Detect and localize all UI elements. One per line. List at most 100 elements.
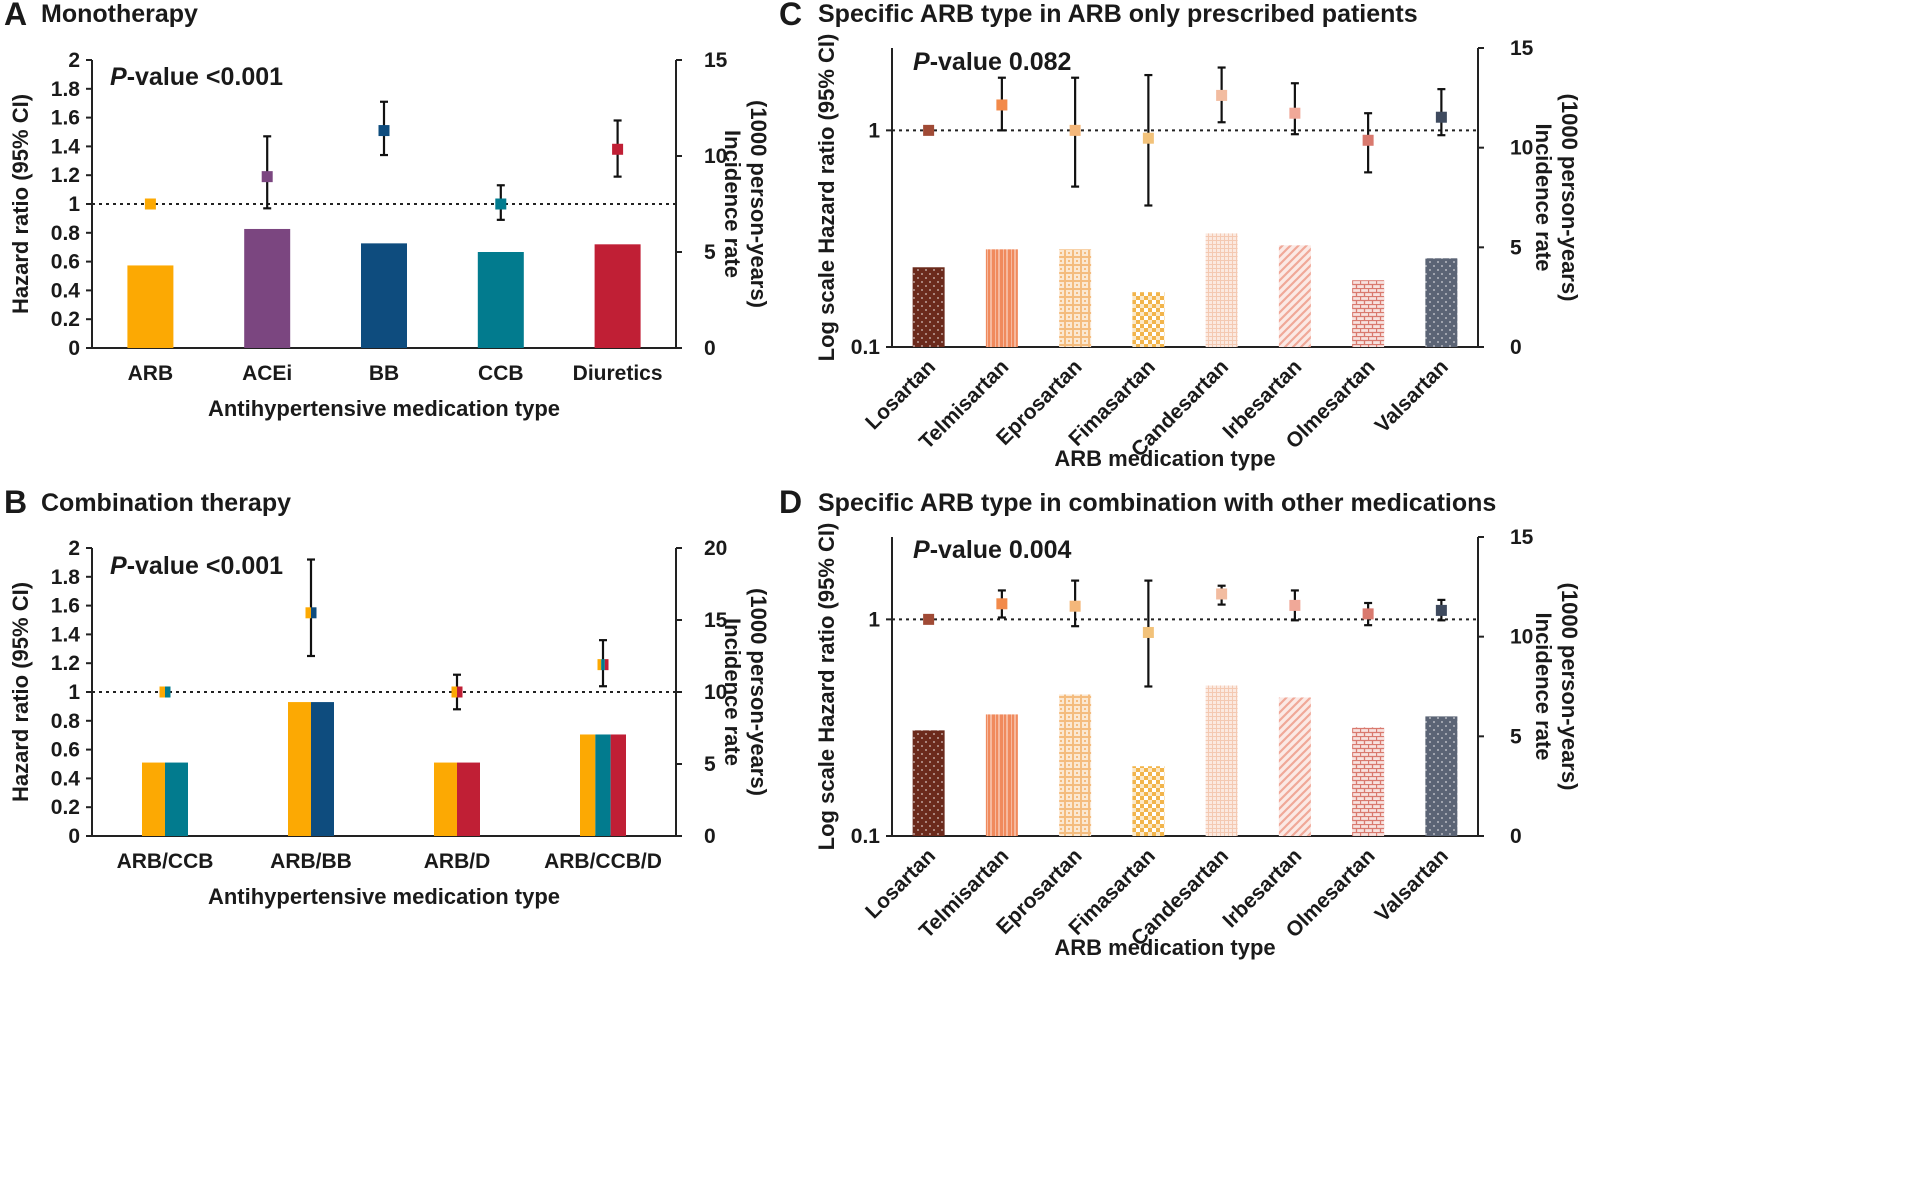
y-tick-label: 0.8 [51,710,81,733]
hazard-ratio-point [305,607,311,619]
y2-tick-label: 15 [704,49,728,72]
incidence-bar [1352,727,1385,836]
panel-letter: A [4,0,27,32]
y2-tick-label: 20 [704,537,727,560]
x-axis-title: ARB medication type [1054,446,1275,471]
p-value-label: P-value 0.082 [913,48,1071,76]
y-tick-label: 1.8 [51,566,81,589]
y-tick-label: 0.2 [51,796,80,819]
incidence-bar [1278,245,1311,347]
y-tick-label: 1 [68,193,80,216]
hazard-ratio-point [1142,626,1154,638]
y2-axis-title-line1: Incidence rate [1531,124,1556,272]
x-tick-label: BB [369,362,399,385]
incidence-bar [1205,685,1238,836]
hazard-ratio-point [612,143,624,155]
y-tick-label: 0.1 [851,825,881,848]
y2-tick-label: 10 [1510,626,1533,649]
y-tick-label: 1 [68,681,80,704]
y2-tick-label: 15 [1510,37,1534,60]
y2-axis-title-line1: Incidence rate [1531,613,1556,761]
panel-title: Monotherapy [41,0,198,28]
y-tick-label: 0.1 [851,336,881,359]
panel-letter: C [779,0,802,32]
hazard-ratio-point [261,171,273,183]
y-tick-label: 1.8 [51,78,81,101]
hazard-ratio-point [996,99,1008,111]
incidence-bar [912,267,945,347]
incidence-bar [361,243,407,348]
y2-tick-label: 15 [1510,526,1534,549]
incidence-bar [1205,233,1238,347]
y2-tick-label: 15 [704,609,728,632]
hazard-ratio-point [1216,588,1228,600]
y-axis-title: Hazard ratio (95% CI) [8,582,33,802]
incidence-bar [1425,716,1458,836]
x-tick-label: Diuretics [573,362,663,385]
y-tick-label: 1 [868,119,880,142]
y2-axis-title-line2: (1000 person-years) [1557,94,1582,302]
hazard-ratio-point [923,124,935,136]
y2-tick-label: 10 [704,145,727,168]
y-axis-title: Log scale Hazard ratio (95% CI) [814,34,839,362]
y-tick-label: 0.6 [51,739,80,762]
x-tick-label: ARB/CCB/D [544,850,662,873]
x-tick-label: Valsartan [1371,355,1453,437]
y-tick-label: 1.2 [51,652,80,675]
incidence-bar [580,734,596,836]
hazard-ratio-point [451,686,457,698]
hazard-ratio-point [597,659,602,671]
y-tick-label: 1.4 [51,135,81,158]
hazard-ratio-point [457,686,463,698]
y2-tick-label: 0 [1510,825,1522,848]
y2-tick-label: 0 [704,337,716,360]
hazard-ratio-point [1069,600,1081,612]
incidence-bar [1425,258,1458,347]
hazard-ratio-point [495,198,507,210]
incidence-bar [1132,292,1165,347]
incidence-bar [1278,697,1311,836]
x-tick-label: Losartan [861,355,940,434]
incidence-bar [457,762,480,836]
y2-tick-label: 5 [1510,725,1522,748]
y-tick-label: 1.6 [51,595,80,618]
hazard-ratio-point [1362,608,1374,620]
y-tick-label: 0 [68,825,80,848]
x-tick-label: Valsartan [1371,844,1453,926]
y2-tick-label: 5 [704,241,716,264]
incidence-bar [1059,249,1092,347]
y-axis-title: Hazard ratio (95% CI) [8,94,33,314]
panel-b: B Combination therapy P-value <0.001 0 0.2 0.… [4,484,771,909]
hazard-ratio-point [1069,124,1081,136]
x-axis-title: Antihypertensive medication type [208,396,560,421]
hazard-ratio-point [159,686,165,698]
hazard-ratio-point [165,686,171,698]
x-tick-label: ARB/BB [270,850,352,873]
p-value-label: P-value 0.004 [913,536,1072,564]
hazard-ratio-point [311,607,317,619]
x-tick-label: Losartan [861,844,940,923]
incidence-bar [594,244,641,348]
hazard-ratio-point [1362,134,1374,146]
y2-axis-title-line2: (1000 person-years) [1557,583,1582,791]
y-tick-label: 2 [68,537,80,560]
y2-tick-label: 0 [704,825,716,848]
y-tick-label: 0 [68,337,80,360]
incidence-bar [311,702,334,836]
incidence-bar [165,762,188,836]
y-tick-label: 1.2 [51,164,80,187]
hazard-ratio-point [144,198,156,210]
incidence-bar [610,734,626,836]
x-axis-title: ARB medication type [1054,935,1275,960]
y-tick-label: 0.6 [51,251,80,274]
incidence-bar [985,249,1018,347]
panel-title: Specific ARB type in ARB only prescribed… [818,0,1418,28]
panel-c: C Specific ARB type in ARB only prescribe… [779,0,1582,471]
panel-title: Specific ARB type in combination with ot… [818,489,1496,517]
incidence-bar [1059,694,1092,836]
y2-tick-label: 5 [1510,236,1522,259]
x-tick-label: CCB [478,362,524,385]
x-axis-title: Antihypertensive medication type [208,884,560,909]
incidence-bar [1352,280,1385,347]
